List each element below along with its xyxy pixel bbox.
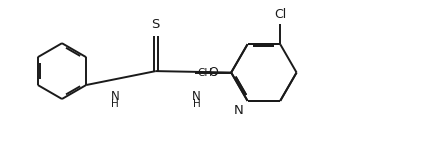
Text: CH₃: CH₃ xyxy=(197,67,216,77)
Text: S: S xyxy=(151,18,160,31)
Text: H: H xyxy=(193,99,200,109)
Text: N: N xyxy=(111,90,119,103)
Text: O: O xyxy=(208,66,218,79)
Text: H: H xyxy=(111,99,119,109)
Text: N: N xyxy=(192,90,201,103)
Text: N: N xyxy=(234,104,243,117)
Text: Cl: Cl xyxy=(274,8,287,21)
